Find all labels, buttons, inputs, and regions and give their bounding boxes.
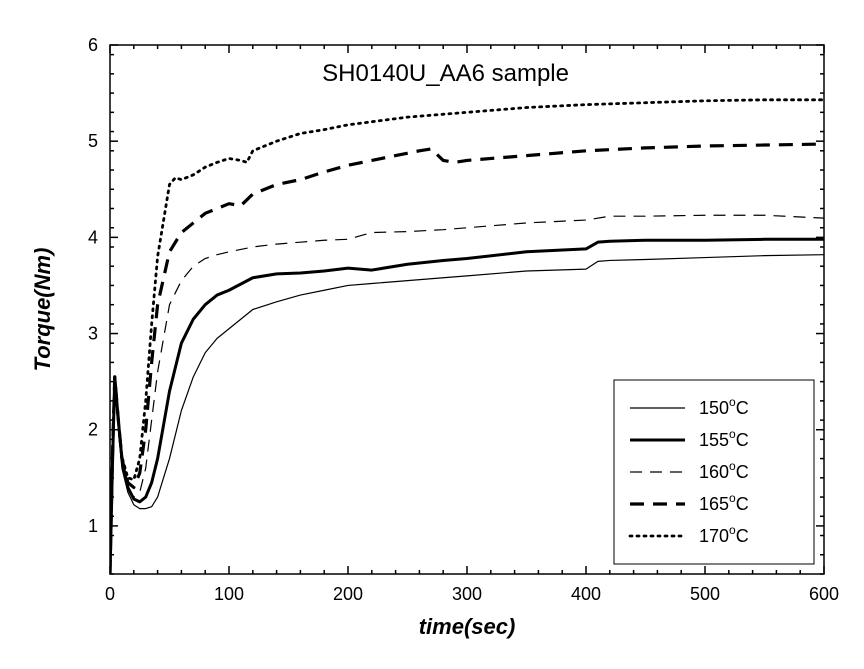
y-tick-label: 1 — [88, 516, 98, 536]
x-tick-label: 400 — [571, 584, 601, 604]
y-tick-label: 3 — [88, 324, 98, 344]
legend-label-s170: 170oC — [699, 523, 749, 546]
x-tick-label: 500 — [690, 584, 720, 604]
torque-time-chart: 0 100 200 300 400 500 600 1 2 3 4 5 6 time(sec) Torque… — [0, 0, 864, 669]
legend: 150oC 155oC 160oC 165oC 170oC — [614, 380, 814, 564]
x-tick-label: 600 — [809, 584, 839, 604]
x-tick-label: 300 — [452, 584, 482, 604]
y-axis-title: Torque(Nm) — [30, 248, 55, 372]
x-tick-label: 200 — [333, 584, 363, 604]
chart-container: 0 100 200 300 400 500 600 1 2 3 4 5 6 time(sec) Torque… — [0, 0, 864, 669]
chart-title: SH0140U_AA6 sample — [322, 60, 569, 87]
y-tick-label: 2 — [88, 420, 98, 440]
legend-label-s165: 165oC — [699, 491, 749, 514]
y-tick-label: 5 — [88, 131, 98, 151]
legend-label-s160: 160oC — [699, 459, 749, 482]
y-tick-label: 4 — [88, 227, 98, 247]
legend-label-s155: 155oC — [699, 427, 749, 450]
x-axis-title: time(sec) — [419, 614, 516, 639]
x-tick-label: 100 — [214, 584, 244, 604]
y-tick-label: 6 — [88, 35, 98, 55]
legend-label-s150: 150oC — [699, 395, 749, 418]
x-tick-label: 0 — [105, 584, 115, 604]
